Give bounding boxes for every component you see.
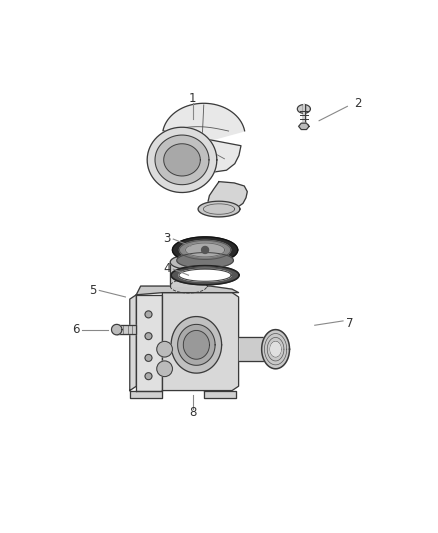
Polygon shape	[239, 337, 262, 361]
Polygon shape	[179, 269, 231, 281]
Polygon shape	[130, 295, 136, 391]
Polygon shape	[178, 325, 215, 365]
Circle shape	[145, 333, 152, 340]
Text: 3: 3	[163, 232, 170, 245]
Polygon shape	[163, 103, 244, 173]
Polygon shape	[170, 255, 207, 269]
Polygon shape	[162, 293, 239, 391]
Polygon shape	[171, 265, 239, 285]
Circle shape	[157, 341, 173, 357]
Polygon shape	[185, 243, 225, 257]
Polygon shape	[155, 135, 209, 184]
Polygon shape	[198, 201, 240, 217]
Text: 7: 7	[346, 317, 353, 329]
Circle shape	[145, 354, 152, 361]
Polygon shape	[204, 391, 237, 398]
Polygon shape	[170, 262, 207, 286]
Polygon shape	[164, 144, 200, 176]
Circle shape	[157, 361, 173, 377]
Polygon shape	[261, 329, 290, 369]
Polygon shape	[180, 240, 231, 260]
Circle shape	[145, 373, 152, 379]
Text: 5: 5	[89, 284, 96, 297]
Polygon shape	[184, 330, 209, 359]
Text: 1: 1	[189, 92, 197, 106]
Polygon shape	[201, 246, 208, 254]
Polygon shape	[136, 295, 162, 391]
Polygon shape	[271, 342, 280, 356]
Polygon shape	[171, 317, 222, 373]
Text: 6: 6	[72, 323, 79, 336]
Polygon shape	[130, 391, 162, 398]
Text: 4: 4	[163, 262, 170, 275]
Text: 8: 8	[189, 406, 197, 419]
Polygon shape	[208, 182, 247, 210]
Polygon shape	[299, 123, 309, 130]
Polygon shape	[117, 325, 136, 334]
Polygon shape	[173, 237, 238, 263]
Text: 2: 2	[354, 97, 362, 110]
Polygon shape	[112, 325, 122, 335]
Polygon shape	[297, 104, 311, 114]
Polygon shape	[177, 253, 233, 268]
Circle shape	[145, 311, 152, 318]
Polygon shape	[136, 286, 239, 295]
Polygon shape	[147, 127, 217, 192]
